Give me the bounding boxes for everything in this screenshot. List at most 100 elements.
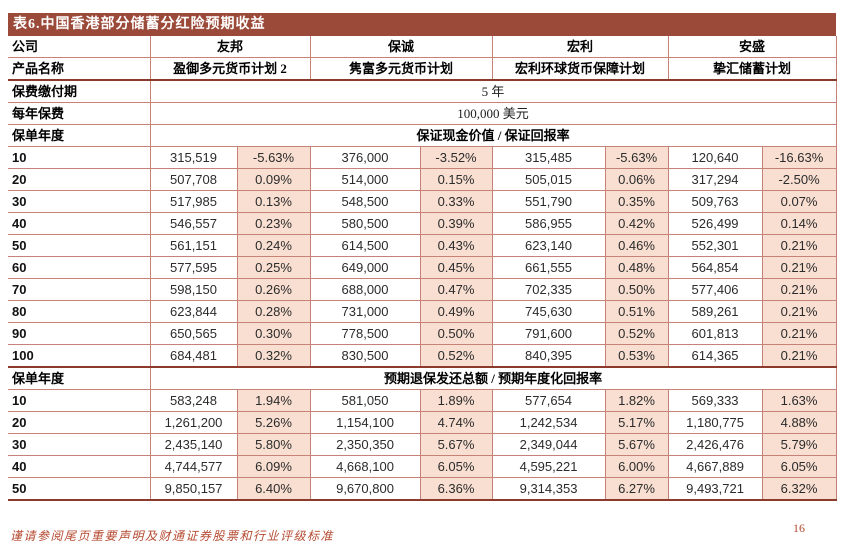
section2-data-row: 20 1,261,200 5.26% 1,154,100 4.74% 1,242,534 5…: [8, 411, 837, 434]
percent-cell: 0.28%: [236, 300, 311, 323]
percent-cell: 6.40%: [236, 477, 311, 501]
section2-data-row: 50 9,850,157 6.40% 9,670,800 6.36% 9,314,353 6…: [8, 477, 837, 501]
value-cell: 517,985: [149, 190, 237, 213]
footer-disclaimer: 谨请参阅尾页重要声明及财通证券股票和行业评级标准: [10, 529, 335, 543]
value-cell: 580,500: [309, 212, 421, 235]
percent-cell: 0.09%: [236, 168, 311, 191]
returns-table: 公司 友邦 保诚 宏利 安盛 产品名称 盈御多元货币计划 2 隽富多元货币计划 …: [8, 36, 837, 501]
percent-cell: 0.43%: [419, 234, 493, 257]
percent-cell: 4.88%: [761, 411, 837, 434]
value-cell: 4,668,100: [309, 455, 421, 478]
value-cell: 589,261: [667, 300, 763, 323]
percent-cell: 0.07%: [761, 190, 837, 213]
value-cell: 840,395: [491, 344, 606, 368]
value-cell: 564,854: [667, 256, 763, 279]
percent-cell: 0.53%: [604, 344, 669, 368]
section2-data-row: 30 2,435,140 5.80% 2,350,350 5.67% 2,349,044 5…: [8, 433, 837, 456]
policy-year-cell: 70: [8, 278, 150, 301]
product-name-axa: 挚汇储蓄计划: [667, 57, 837, 81]
percent-cell: 0.51%: [604, 300, 669, 323]
value-cell: 120,640: [667, 146, 763, 169]
value-cell: 317,294: [667, 168, 763, 191]
percent-cell: -5.63%: [236, 146, 311, 169]
percent-cell: 0.35%: [604, 190, 669, 213]
percent-cell: 0.33%: [419, 190, 493, 213]
policy-year-cell: 10: [8, 146, 150, 169]
value-cell: 552,301: [667, 234, 763, 257]
section1-header: 保证现金价值 / 保证回报率: [149, 124, 837, 147]
policy-year-cell: 40: [8, 212, 150, 235]
value-cell: 514,000: [309, 168, 421, 191]
percent-cell: 0.15%: [419, 168, 493, 191]
page-number: 16: [793, 521, 805, 535]
percent-cell: 0.24%: [236, 234, 311, 257]
percent-cell: 4.74%: [419, 411, 493, 434]
value-cell: 376,000: [309, 146, 421, 169]
section1-data-row: 60 577,595 0.25% 649,000 0.45% 661,555 0.48% 56…: [8, 256, 837, 279]
value-cell: 546,557: [149, 212, 237, 235]
section1-policy-year-label: 保单年度: [8, 124, 150, 147]
product-row: 产品名称 盈御多元货币计划 2 隽富多元货币计划 宏利环球货币保障计划 挚汇储蓄…: [8, 57, 837, 81]
product-row-label: 产品名称: [8, 57, 150, 81]
percent-cell: 5.80%: [236, 433, 311, 456]
percent-cell: 0.32%: [236, 344, 311, 368]
percent-cell: 1.94%: [236, 389, 311, 412]
value-cell: 601,813: [667, 322, 763, 345]
table-title-bar: 表6.中国香港部分储蓄分红险预期收益: [8, 13, 836, 36]
section2-data-row: 10 583,248 1.94% 581,050 1.89% 577,654 1.82% 56…: [8, 389, 837, 412]
value-cell: 509,763: [667, 190, 763, 213]
value-cell: 315,485: [491, 146, 606, 169]
percent-cell: -2.50%: [761, 168, 837, 191]
percent-cell: 5.79%: [761, 433, 837, 456]
percent-cell: 0.30%: [236, 322, 311, 345]
report-table-block: 表6.中国香港部分储蓄分红险预期收益 公司 友邦 保诚 宏利 安盛 产品名称 盈…: [8, 13, 837, 501]
percent-cell: 0.14%: [761, 212, 837, 235]
value-cell: 577,595: [149, 256, 237, 279]
section2-header-row: 保单年度 预期退保发还总额 / 预期年度化回报率: [8, 366, 837, 390]
company-name-aia: 友邦: [149, 36, 311, 58]
percent-cell: 0.47%: [419, 278, 493, 301]
percent-cell: -5.63%: [604, 146, 669, 169]
value-cell: 9,493,721: [667, 477, 763, 501]
annual-premium-row: 每年保费 100,000 美元: [8, 102, 837, 125]
value-cell: 548,500: [309, 190, 421, 213]
value-cell: 569,333: [667, 389, 763, 412]
value-cell: 2,350,350: [309, 433, 421, 456]
value-cell: 586,955: [491, 212, 606, 235]
percent-cell: -3.52%: [419, 146, 493, 169]
percent-cell: 0.25%: [236, 256, 311, 279]
percent-cell: 0.21%: [761, 278, 837, 301]
value-cell: 649,000: [309, 256, 421, 279]
value-cell: 684,481: [149, 344, 237, 368]
value-cell: 661,555: [491, 256, 606, 279]
percent-cell: 0.46%: [604, 234, 669, 257]
company-row: 公司 友邦 保诚 宏利 安盛: [8, 36, 837, 58]
section1-data-row: 100 684,481 0.32% 830,500 0.52% 840,395 0.53% 6…: [8, 344, 837, 368]
percent-cell: 1.89%: [419, 389, 493, 412]
section-rows: 保单年度 保证现金价值 / 保证回报率 10 315,519 -5.63% 376,000…: [8, 124, 837, 501]
policy-year-cell: 40: [8, 455, 150, 478]
value-cell: 4,667,889: [667, 455, 763, 478]
company-name-prudential: 保诚: [309, 36, 493, 58]
value-cell: 505,015: [491, 168, 606, 191]
value-cell: 2,435,140: [149, 433, 237, 456]
percent-cell: 6.05%: [419, 455, 493, 478]
percent-cell: 6.09%: [236, 455, 311, 478]
policy-year-cell: 30: [8, 433, 150, 456]
value-cell: 1,242,534: [491, 411, 606, 434]
section1-data-row: 30 517,985 0.13% 548,500 0.33% 551,790 0.35% 50…: [8, 190, 837, 213]
policy-year-cell: 10: [8, 389, 150, 412]
percent-cell: 0.23%: [236, 212, 311, 235]
product-name-prudential: 隽富多元货币计划: [309, 57, 493, 81]
value-cell: 731,000: [309, 300, 421, 323]
value-cell: 614,500: [309, 234, 421, 257]
percent-cell: 0.39%: [419, 212, 493, 235]
payment-period-value: 5 年: [149, 79, 837, 103]
static-header-rows: 公司 友邦 保诚 宏利 安盛 产品名称 盈御多元货币计划 2 隽富多元货币计划 …: [8, 36, 837, 125]
annual-premium-label: 每年保费: [8, 102, 150, 125]
percent-cell: 0.21%: [761, 322, 837, 345]
value-cell: 2,349,044: [491, 433, 606, 456]
value-cell: 778,500: [309, 322, 421, 345]
percent-cell: 0.21%: [761, 256, 837, 279]
value-cell: 688,000: [309, 278, 421, 301]
